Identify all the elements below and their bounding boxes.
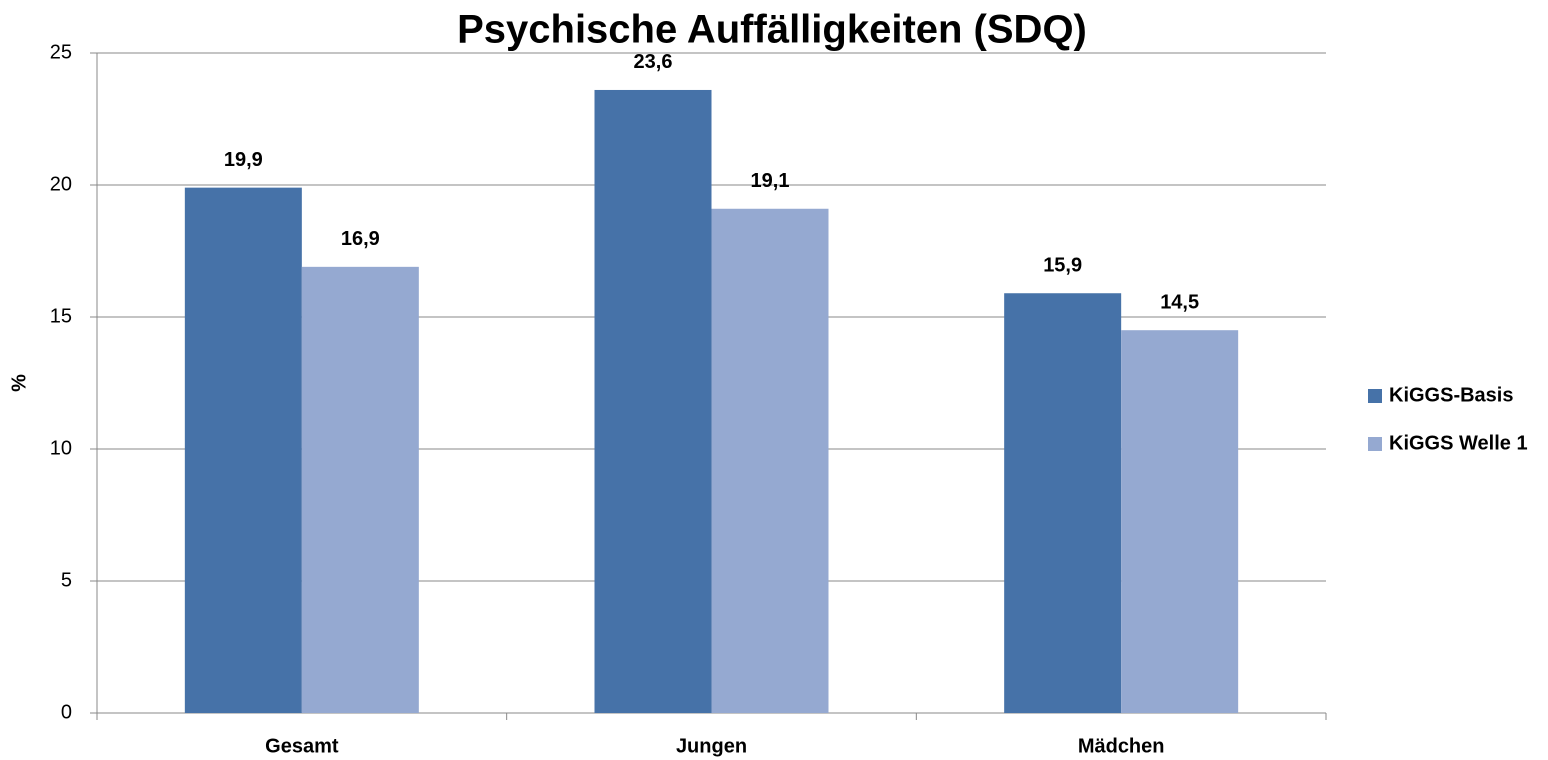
y-tick-label: 15	[50, 305, 72, 327]
y-tick-label: 25	[50, 41, 72, 63]
bar	[184, 187, 302, 713]
y-tick-label: 20	[50, 173, 72, 195]
bar	[1004, 293, 1122, 713]
y-tick-label: 10	[50, 437, 72, 459]
y-tick-label: 0	[61, 701, 72, 723]
value-label: 19,1	[751, 170, 790, 192]
legend-label: KiGGS-Basis	[1389, 384, 1513, 406]
bar	[711, 208, 829, 713]
value-label: 16,9	[341, 228, 380, 250]
x-tick-label: Mädchen	[1078, 735, 1165, 757]
value-label: 19,9	[224, 149, 263, 171]
legend-label: KiGGS Welle 1	[1389, 432, 1528, 454]
legend-swatch	[1368, 437, 1382, 451]
legend-swatch	[1368, 389, 1382, 403]
x-tick-label: Gesamt	[265, 735, 339, 757]
value-label: 15,9	[1043, 255, 1082, 277]
value-label: 23,6	[634, 51, 673, 73]
y-axis-label: %	[8, 374, 30, 392]
value-label: 14,5	[1160, 291, 1199, 313]
y-tick-label: 5	[61, 569, 72, 591]
chart-title: Psychische Auffälligkeiten (SDQ)	[457, 8, 1087, 52]
bar	[1121, 330, 1239, 713]
bar	[301, 266, 419, 713]
x-tick-label: Jungen	[676, 735, 747, 757]
bar	[594, 89, 712, 713]
